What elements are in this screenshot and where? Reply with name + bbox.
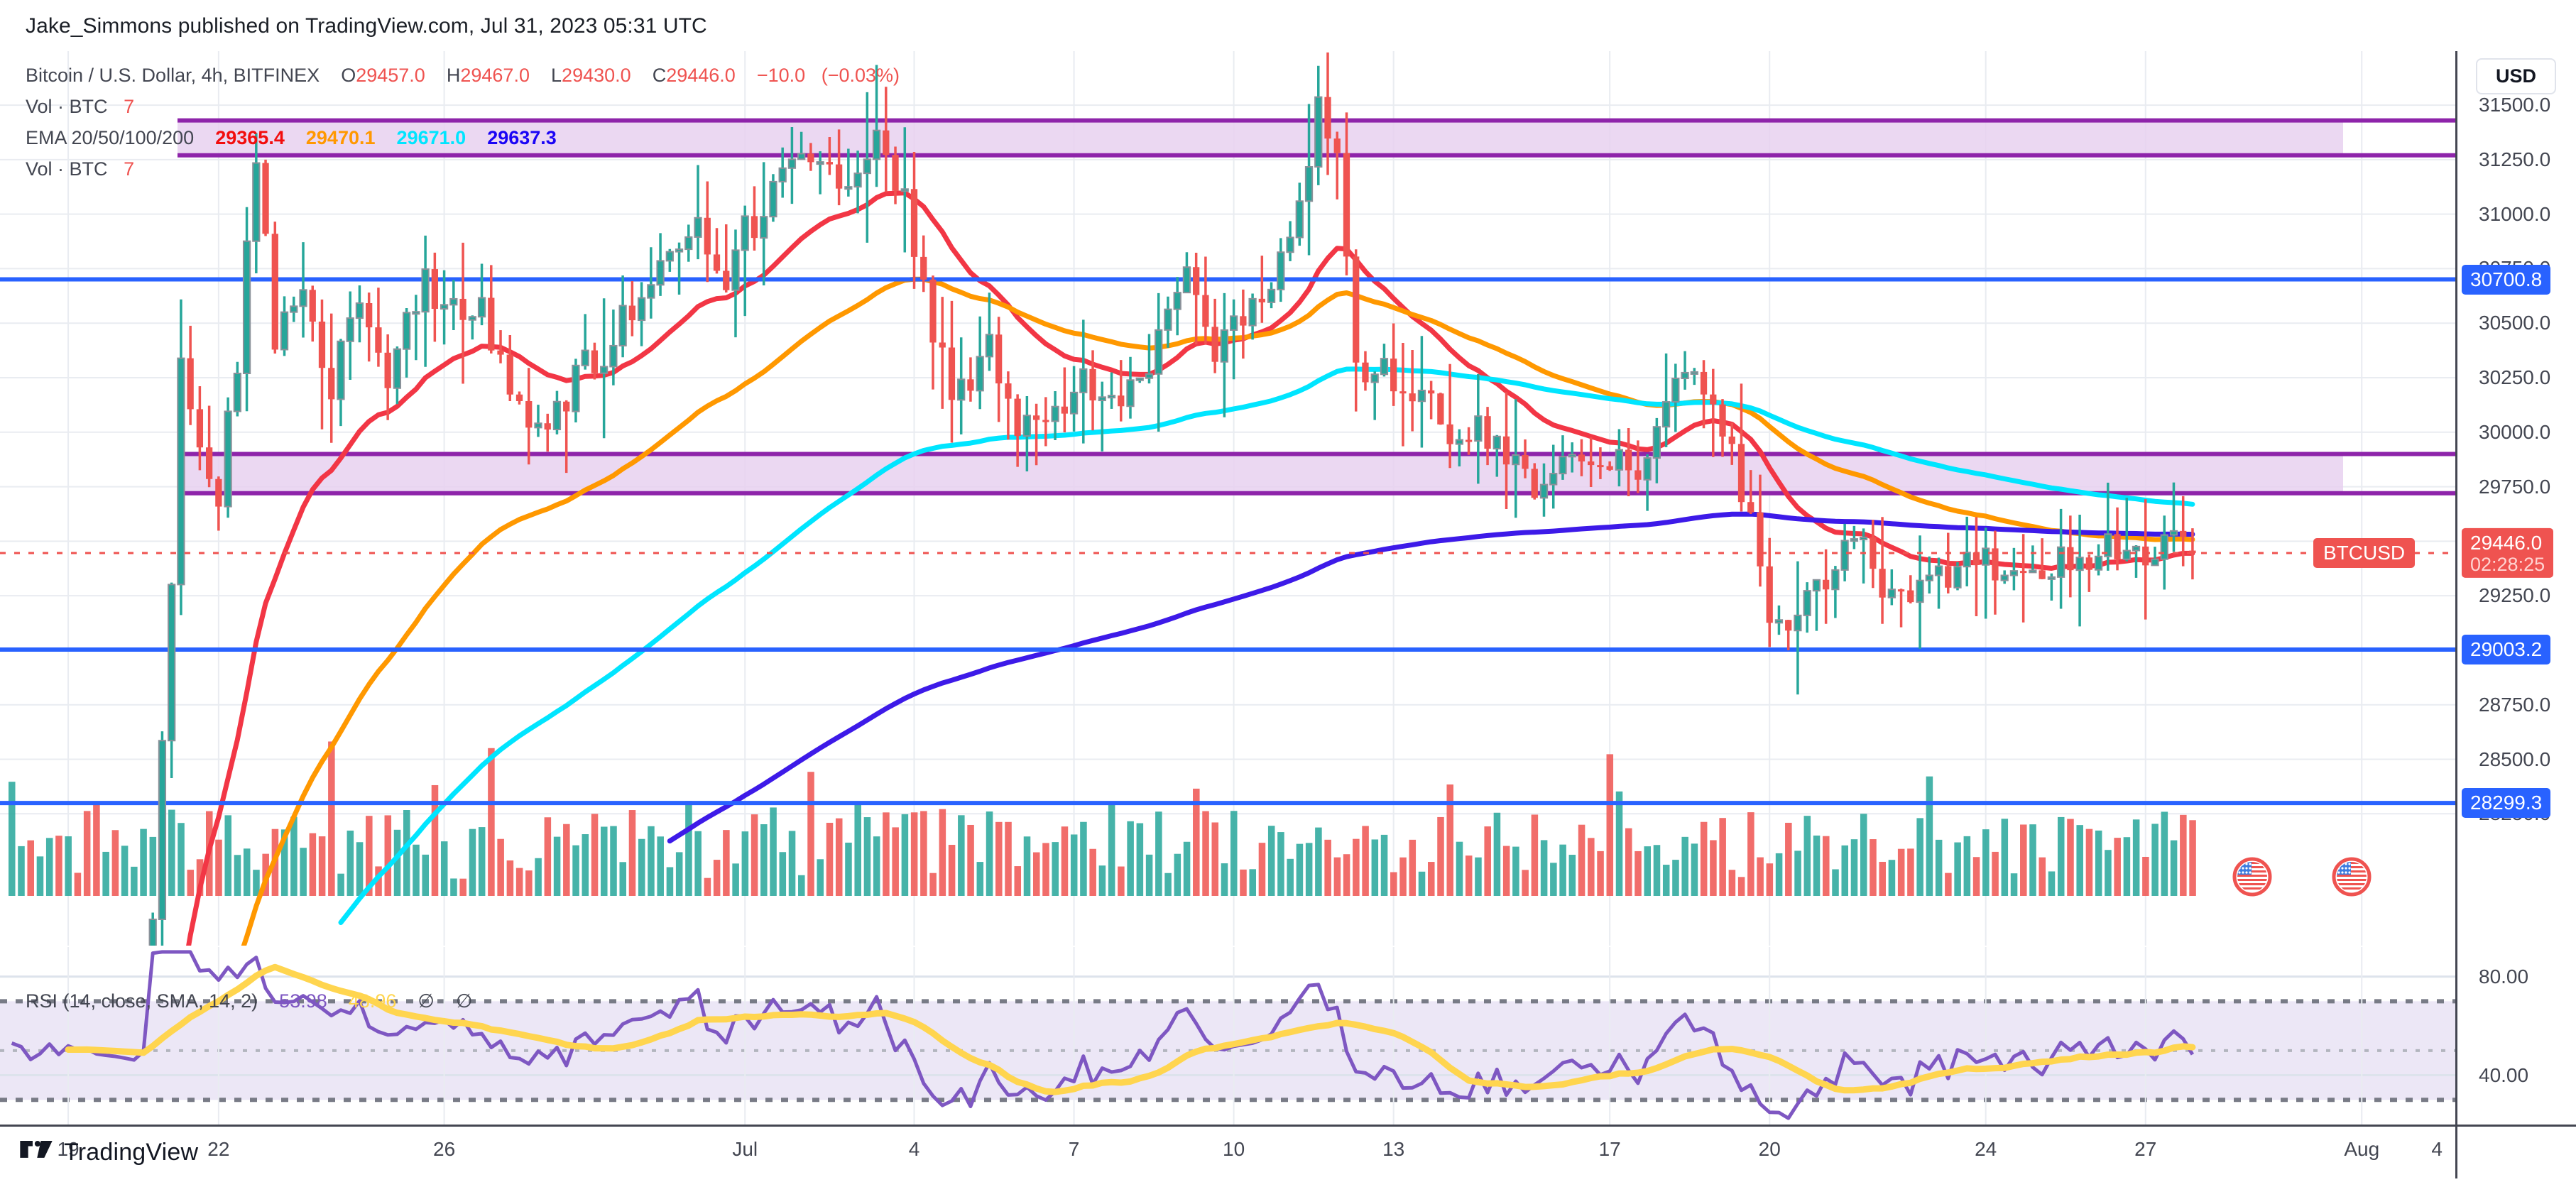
legend-row-volume[interactable]: Vol · BTC 7 <box>26 91 900 122</box>
time-tick: 22 <box>207 1138 230 1160</box>
tradingview-footer: TradingView <box>20 1139 198 1166</box>
axis-corner <box>2455 1125 2576 1178</box>
legend-ema-label: EMA 20/50/100/200 <box>26 127 195 148</box>
price-tick: 29250.0 <box>2479 584 2551 607</box>
rsi-legend[interactable]: RSI (14, close, SMA, 14, 2) 53.98 48.96 … <box>26 947 473 1017</box>
time-tick: 4 <box>908 1138 920 1160</box>
price-tick: 30250.0 <box>2479 366 2551 388</box>
legend-low-value: 29430.0 <box>562 65 631 86</box>
legend-volume-value-2: 7 <box>124 158 135 180</box>
price-tick: 28750.0 <box>2479 693 2551 716</box>
price-axis[interactable]: USD 31500.031250.031000.030750.030500.03… <box>2455 51 2576 1125</box>
legend-open-label: O <box>341 65 356 86</box>
last-price-value: 29446.0 <box>2470 531 2543 554</box>
rsi-price-tick: 40.00 <box>2479 1063 2529 1086</box>
time-axis[interactable]: 19 22 26 Jul 4 7 10 13 17 20 24 27 Aug 4 <box>0 1125 2455 1178</box>
ticker-price-tag[interactable]: BTCUSD <box>2313 537 2416 568</box>
time-tick: 4 <box>2431 1138 2443 1160</box>
price-pane[interactable] <box>0 51 2455 946</box>
rsi-legend-null-1: ∅ <box>417 990 435 1012</box>
legend-ema20-value: 29365.4 <box>215 127 285 148</box>
legend-change: −10.0 <box>756 65 806 86</box>
legend-high-label: H <box>446 65 461 86</box>
legend-row-volume-2[interactable]: Vol · BTC 7 <box>26 153 900 185</box>
time-tick: 20 <box>1758 1138 1781 1160</box>
price-level-pill[interactable]: 29003.2 <box>2462 634 2551 664</box>
legend-low-label: L <box>551 65 562 86</box>
legend-close-label: C <box>652 65 667 86</box>
legend-row-ema[interactable]: EMA 20/50/100/200 29365.4 29470.1 29671.… <box>26 122 900 153</box>
tradingview-logo-icon <box>20 1140 53 1165</box>
time-tick: 10 <box>1223 1138 1245 1160</box>
chart-frame: USD 31500.031250.031000.030750.030500.03… <box>0 51 2576 1178</box>
last-price-pill[interactable]: 29446.0 02:28:25 <box>2462 527 2554 579</box>
legend-close-value: 29446.0 <box>666 65 736 86</box>
rsi-legend-value: 53.98 <box>279 990 327 1012</box>
tradingview-brand-name: TradingView <box>64 1139 199 1166</box>
legend-ema200-value: 29637.3 <box>487 127 557 148</box>
legend-volume-value: 7 <box>124 96 135 117</box>
price-tick: 31250.0 <box>2479 148 2551 170</box>
price-chart-svg <box>0 51 2455 946</box>
rsi-legend-null-2: ∅ <box>456 990 473 1012</box>
legend-high-value: 29467.0 <box>460 65 530 86</box>
price-tick: 31000.0 <box>2479 202 2551 225</box>
legend-ema50-value: 29470.1 <box>305 127 376 148</box>
time-tick: 17 <box>1598 1138 1621 1160</box>
time-tick: 19 <box>57 1138 80 1160</box>
time-tick: 24 <box>1975 1138 1997 1160</box>
time-tick: 27 <box>2134 1138 2157 1160</box>
publisher-byline: Jake_Simmons published on TradingView.co… <box>26 14 707 38</box>
legend-symbol: Bitcoin / U.S. Dollar, 4h, BITFINEX <box>26 65 320 86</box>
rsi-price-tick: 80.00 <box>2479 965 2529 988</box>
rsi-legend-name: RSI (14, close, SMA, 14, 2) <box>26 990 258 1012</box>
price-tick: 30500.0 <box>2479 312 2551 334</box>
price-level-pill[interactable]: 28299.3 <box>2462 788 2551 819</box>
legend-open-value: 29457.0 <box>356 65 425 86</box>
price-tick: 30000.0 <box>2479 420 2551 443</box>
price-tick: 31500.0 <box>2479 94 2551 116</box>
bar-countdown: 02:28:25 <box>2470 553 2545 575</box>
time-tick: 13 <box>1382 1138 1405 1160</box>
rsi-legend-sma-value: 48.96 <box>348 990 397 1012</box>
price-level-pill[interactable]: 30700.8 <box>2462 264 2551 295</box>
chart-legend: Bitcoin / U.S. Dollar, 4h, BITFINEX O294… <box>26 60 900 185</box>
currency-badge: USD <box>2476 58 2557 94</box>
legend-ema100-value: 29671.0 <box>396 127 466 148</box>
legend-change-pct: (−0.03%) <box>821 65 900 86</box>
legend-row-symbol[interactable]: Bitcoin / U.S. Dollar, 4h, BITFINEX O294… <box>26 60 900 91</box>
time-tick: Jul <box>732 1138 758 1160</box>
rsi-pane[interactable] <box>0 947 2455 1125</box>
time-tick: 7 <box>1068 1138 1080 1160</box>
time-tick: 26 <box>433 1138 456 1160</box>
price-tick: 29750.0 <box>2479 475 2551 498</box>
price-tick: 28500.0 <box>2479 748 2551 770</box>
rsi-chart-svg <box>0 947 2455 1125</box>
legend-volume-label-2: Vol · BTC <box>26 158 108 180</box>
legend-volume-label: Vol · BTC <box>26 96 108 117</box>
time-tick: Aug <box>2344 1138 2380 1160</box>
